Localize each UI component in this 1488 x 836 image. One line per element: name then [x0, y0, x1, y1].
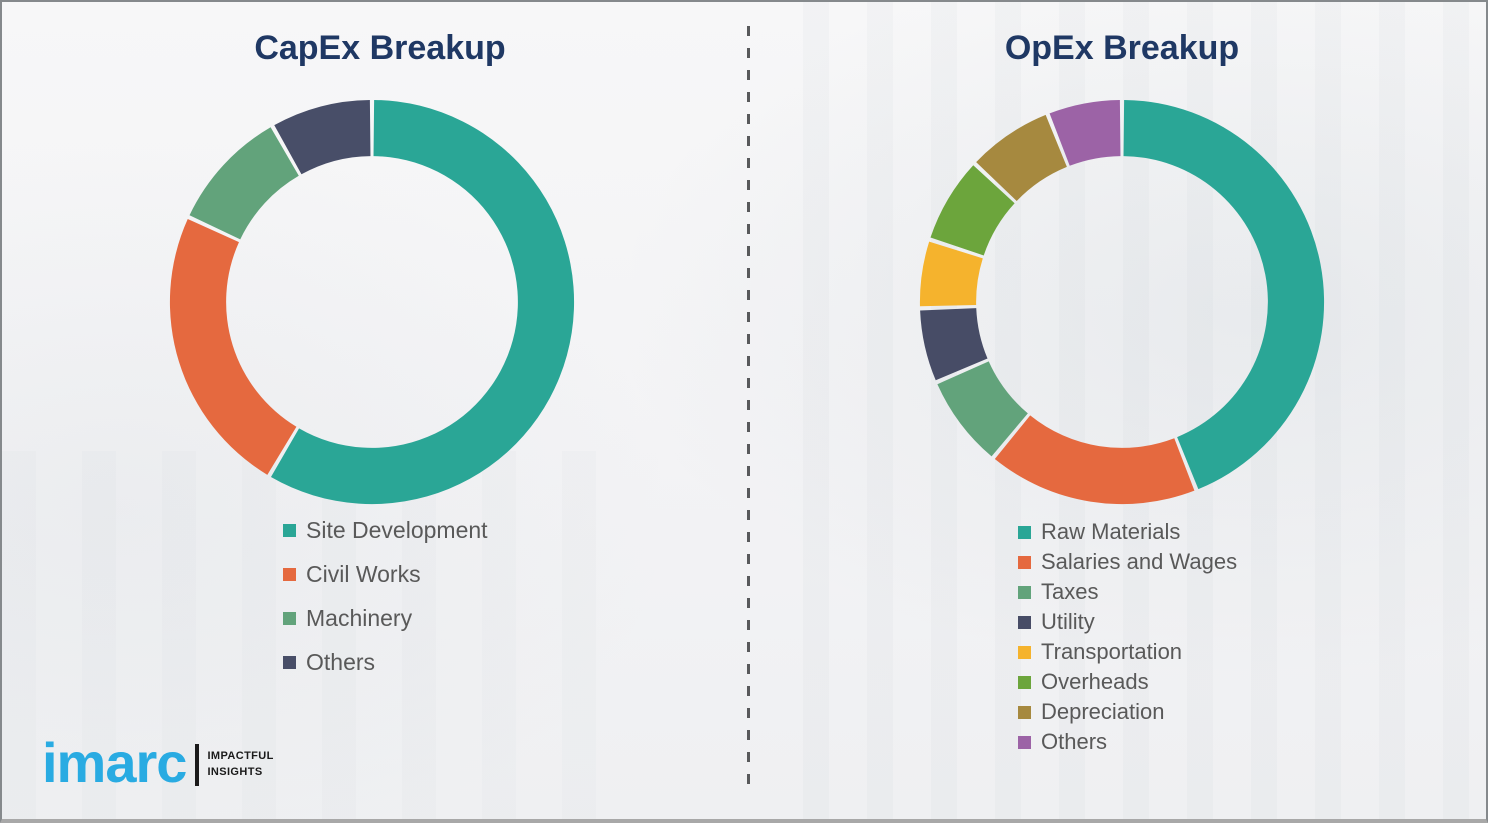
legend-swatch-others [283, 655, 296, 669]
opex-segment-overheads [930, 165, 1015, 256]
legend-label-transportation: Transportation [1041, 639, 1183, 664]
imarc-logo-wordmark: imarc [42, 731, 187, 794]
opex-legend-item-taxes: Taxes [1018, 577, 1237, 607]
capex-segment-others [274, 99, 371, 175]
legend-label-others: Others [306, 648, 376, 675]
opex-segment-taxes [937, 361, 1028, 457]
opex-legend-item-others: Others [1018, 727, 1237, 757]
capex-legend-item-site-development: Site Development [283, 508, 488, 552]
capex-segment-civil-works [169, 219, 297, 475]
opex-legend: Raw Materials Salaries and Wages Taxes Util… [1018, 517, 1237, 757]
legend-label-site-development: Site Development [306, 516, 488, 543]
legend-swatch-others [1018, 735, 1031, 749]
opex-segment-salaries-and-wages [994, 415, 1195, 505]
opex-donut-chart [919, 99, 1325, 505]
legend-label-civil-works: Civil Works [306, 560, 421, 587]
opex-legend-item-utility: Utility [1018, 607, 1237, 637]
legend-swatch-salaries-and-wages [1018, 555, 1031, 569]
legend-swatch-raw-materials [1018, 525, 1031, 539]
capex-legend-item-machinery: Machinery [283, 596, 488, 640]
vertical-dashed-divider [747, 26, 750, 792]
capex-donut-chart [169, 99, 575, 505]
opex-legend-item-overheads: Overheads [1018, 667, 1237, 697]
legend-swatch-taxes [1018, 585, 1031, 599]
legend-swatch-civil-works [283, 567, 296, 581]
legend-swatch-site-development [283, 523, 296, 537]
capex-legend-item-others: Others [283, 640, 488, 684]
opex-segment-depreciation [976, 114, 1067, 202]
legend-swatch-utility [1018, 615, 1031, 629]
opex-segment-utility [920, 308, 988, 381]
legend-label-utility: Utility [1041, 609, 1095, 634]
imarc-logo: imarc IMPACTFUL INSIGHTS [42, 731, 274, 794]
opex-legend-item-transportation: Transportation [1018, 637, 1237, 667]
capex-segment-machinery [189, 127, 299, 240]
opex-segment-transportation [919, 241, 983, 307]
legend-label-machinery: Machinery [306, 604, 413, 631]
opex-chart-title: OpEx Breakup [1004, 29, 1240, 67]
opex-segment-raw-materials [1123, 99, 1325, 490]
legend-label-taxes: Taxes [1041, 579, 1099, 604]
capex-segment-site-development [270, 99, 575, 505]
legend-label-depreciation: Depreciation [1041, 699, 1165, 724]
opex-legend-item-raw-materials: Raw Materials [1018, 517, 1237, 547]
capex-chart-title: CapEx Breakup [254, 29, 506, 67]
legend-label-raw-materials: Raw Materials [1041, 519, 1181, 544]
legend-label-others: Others [1041, 729, 1108, 754]
opex-legend-item-salaries-and-wages: Salaries and Wages [1018, 547, 1237, 577]
capex-legend: Site Development Civil Works Machinery Othe… [283, 508, 488, 684]
legend-label-overheads: Overheads [1041, 669, 1149, 694]
imarc-logo-tagline: IMPACTFUL INSIGHTS [207, 749, 273, 781]
legend-label-salaries-and-wages: Salaries and Wages [1041, 549, 1238, 574]
imarc-tagline-line1: IMPACTFUL [207, 750, 274, 763]
opex-segment-others [1049, 99, 1121, 166]
imarc-tagline-line2: INSIGHTS [207, 766, 263, 778]
capex-legend-item-civil-works: Civil Works [283, 552, 488, 596]
legend-swatch-overheads [1018, 675, 1031, 689]
opex-legend-item-depreciation: Depreciation [1018, 697, 1237, 727]
legend-swatch-depreciation [1018, 705, 1031, 719]
legend-swatch-transportation [1018, 645, 1031, 659]
imarc-logo-divider-bar [195, 744, 200, 786]
legend-swatch-machinery [283, 611, 296, 625]
